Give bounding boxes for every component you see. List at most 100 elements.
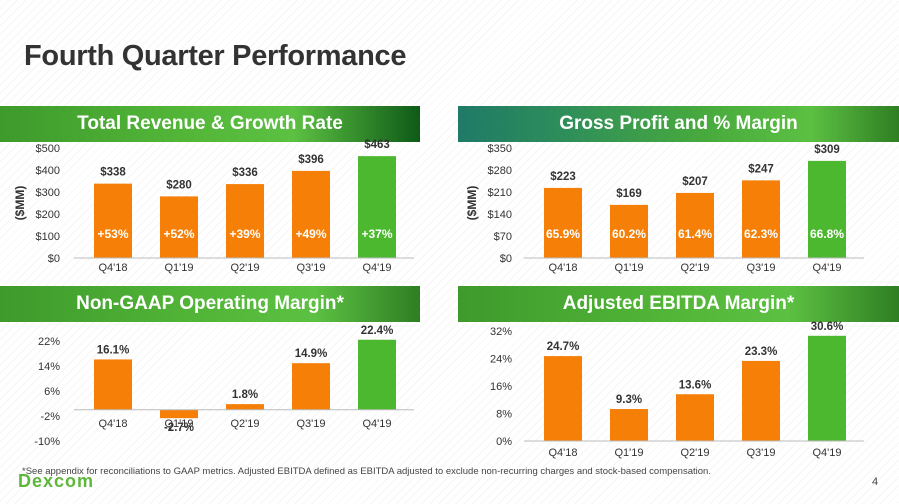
y-tick-label: $70 — [494, 231, 512, 243]
footnote: *See appendix for reconciliations to GAA… — [22, 466, 711, 477]
data-label: 24.7% — [547, 341, 580, 353]
data-label: 22.4% — [361, 325, 394, 337]
inner-label: 61.4% — [678, 227, 712, 241]
data-label: $169 — [616, 188, 642, 200]
operating-margin-chart-title: Non-GAAP Operating Margin* — [76, 293, 344, 314]
bar-Q4'18 — [94, 183, 132, 258]
page-number: 4 — [872, 476, 879, 488]
gross-profit-chart-banner: Gross Profit and % Margin — [458, 106, 899, 142]
y-tick-label: 0% — [496, 436, 512, 448]
bar-Q3'19 — [292, 363, 330, 410]
inner-label: 60.2% — [612, 227, 646, 241]
y-tick-label: 14% — [38, 361, 60, 373]
category-label: Q4'18 — [98, 418, 127, 430]
gross-profit-chart-title: Gross Profit and % Margin — [559, 113, 798, 134]
y-tick-label: 22% — [38, 336, 60, 348]
category-label: Q1'19 — [614, 447, 643, 459]
data-label: 1.8% — [232, 389, 258, 401]
inner-label: +52% — [163, 227, 194, 241]
category-label: Q2'19 — [680, 262, 709, 274]
y-tick-label: $140 — [488, 209, 512, 221]
page-title: Fourth Quarter Performance — [24, 40, 407, 72]
y-tick-label: 8% — [496, 409, 512, 421]
y-tick-label: $0 — [48, 253, 60, 265]
category-label: Q4'19 — [362, 262, 391, 274]
y-tick-label: $100 — [36, 231, 60, 243]
data-label: 9.3% — [616, 394, 642, 406]
bar-Q2'19 — [226, 404, 264, 410]
data-label: 13.6% — [679, 379, 712, 391]
category-label: Q4'19 — [812, 447, 841, 459]
category-label: Q2'19 — [680, 447, 709, 459]
bar-Q3'19 — [742, 180, 780, 258]
bar-Q2'19 — [226, 184, 264, 258]
category-label: Q4'19 — [362, 418, 391, 430]
data-label: $463 — [364, 139, 390, 151]
y-tick-label: $300 — [36, 187, 60, 199]
bar-Q1'19 — [610, 204, 648, 258]
category-label: Q2'19 — [230, 262, 259, 274]
dexcom-logo: Dexcom — [18, 471, 95, 491]
bar-Q4'19 — [358, 156, 396, 258]
category-label: Q3'19 — [296, 262, 325, 274]
category-label: Q1'19 — [164, 418, 193, 430]
inner-label: +39% — [229, 227, 260, 241]
y-axis-label: ($MM) — [465, 186, 479, 221]
data-label: 30.6% — [811, 321, 844, 333]
data-label: 14.9% — [295, 348, 328, 360]
category-label: Q4'19 — [812, 262, 841, 274]
category-label: Q2'19 — [230, 418, 259, 430]
y-tick-label: $200 — [36, 209, 60, 221]
ebitda-chart-banner: Adjusted EBITDA Margin* — [458, 286, 899, 322]
y-tick-label: 32% — [490, 326, 512, 338]
category-label: Q4'18 — [548, 262, 577, 274]
revenue-chart-banner: Total Revenue & Growth Rate — [0, 106, 420, 142]
data-label: -2.7% — [164, 422, 194, 434]
y-tick-label: -10% — [34, 436, 60, 448]
bar-Q4'18 — [544, 356, 582, 441]
revenue-chart-title: Total Revenue & Growth Rate — [77, 113, 343, 134]
category-label: Q1'19 — [164, 262, 193, 274]
inner-label: 66.8% — [810, 227, 844, 241]
category-label: Q3'19 — [296, 418, 325, 430]
y-tick-label: -2% — [40, 411, 60, 423]
category-label: Q3'19 — [746, 447, 775, 459]
ebitda-chart-title: Adjusted EBITDA Margin* — [562, 293, 795, 314]
y-tick-label: 16% — [490, 381, 512, 393]
data-label: $207 — [682, 176, 708, 188]
operating-margin-chart-banner: Non-GAAP Operating Margin* — [0, 286, 420, 322]
bar-Q3'19 — [742, 360, 780, 441]
category-label: Q4'18 — [548, 447, 577, 459]
data-label: 16.1% — [97, 344, 130, 356]
bar-Q2'19 — [676, 192, 714, 258]
category-label: Q3'19 — [746, 262, 775, 274]
inner-label: +49% — [295, 227, 326, 241]
data-label: $336 — [232, 167, 258, 179]
inner-label: +53% — [97, 227, 128, 241]
data-label: $280 — [166, 179, 192, 191]
category-label: Q1'19 — [614, 262, 643, 274]
bar-Q4'19 — [358, 339, 396, 410]
data-label: $309 — [814, 144, 840, 156]
y-tick-label: $280 — [488, 165, 512, 177]
y-tick-label: 24% — [490, 354, 512, 366]
y-tick-label: $400 — [36, 165, 60, 177]
data-label: $338 — [100, 167, 126, 179]
bar-Q2'19 — [676, 394, 714, 441]
bar-Q4'18 — [544, 187, 582, 258]
bar-Q3'19 — [292, 170, 330, 258]
bar-Q1'19 — [610, 409, 648, 441]
y-tick-label: $210 — [488, 187, 512, 199]
bar-Q1'19 — [160, 409, 198, 419]
y-tick-label: 6% — [44, 386, 60, 398]
data-label: 23.3% — [745, 346, 778, 358]
y-tick-label: $0 — [500, 253, 512, 265]
data-label: $247 — [748, 163, 774, 175]
data-label: $223 — [550, 171, 576, 183]
inner-label: +37% — [361, 227, 392, 241]
y-tick-label: $500 — [36, 143, 60, 155]
